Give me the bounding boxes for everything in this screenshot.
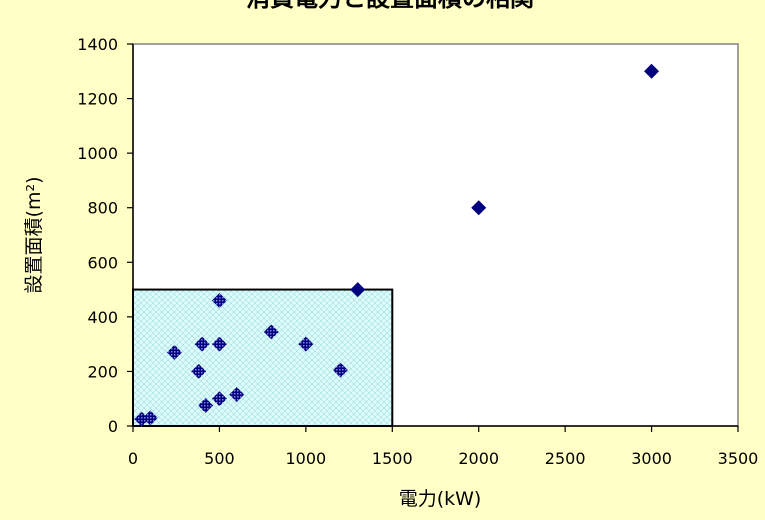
chart-title: 消費電力と設置面積の相関 (246, 0, 534, 12)
data-point (211, 391, 227, 407)
data-point (211, 292, 227, 308)
x-axis-title: 電力(kW) (399, 488, 482, 510)
data-point (194, 336, 210, 352)
data-point (332, 362, 348, 378)
data-point (350, 282, 366, 298)
data-point (644, 63, 660, 79)
data-point (471, 200, 487, 216)
y-tick-label: 800 (87, 199, 118, 218)
x-tick-label: 1000 (285, 449, 326, 468)
data-point (166, 344, 182, 360)
data-point (198, 398, 214, 414)
y-tick-label: 1200 (77, 90, 118, 109)
x-tick-label: 2500 (545, 449, 586, 468)
data-point (211, 336, 227, 352)
data-point (142, 410, 158, 426)
x-tick-label: 0 (128, 449, 138, 468)
data-point (298, 336, 314, 352)
data-point (191, 363, 207, 379)
data-point (263, 324, 279, 340)
x-tick-label: 3000 (631, 449, 672, 468)
y-tick-label: 600 (87, 253, 118, 272)
y-tick-label: 1000 (77, 144, 118, 163)
y-axis-title: 設置面積(m²) (23, 177, 45, 294)
data-point (229, 387, 245, 403)
highlight-region (132, 288, 394, 428)
y-tick-label: 1400 (77, 35, 118, 54)
x-tick-label: 500 (204, 449, 235, 468)
x-tick-label: 2000 (458, 449, 499, 468)
y-tick-label: 400 (87, 308, 118, 327)
y-tick-label: 0 (108, 417, 118, 436)
x-tick-label: 3500 (718, 449, 759, 468)
x-tick-label: 1500 (372, 449, 413, 468)
y-tick-label: 200 (87, 362, 118, 381)
